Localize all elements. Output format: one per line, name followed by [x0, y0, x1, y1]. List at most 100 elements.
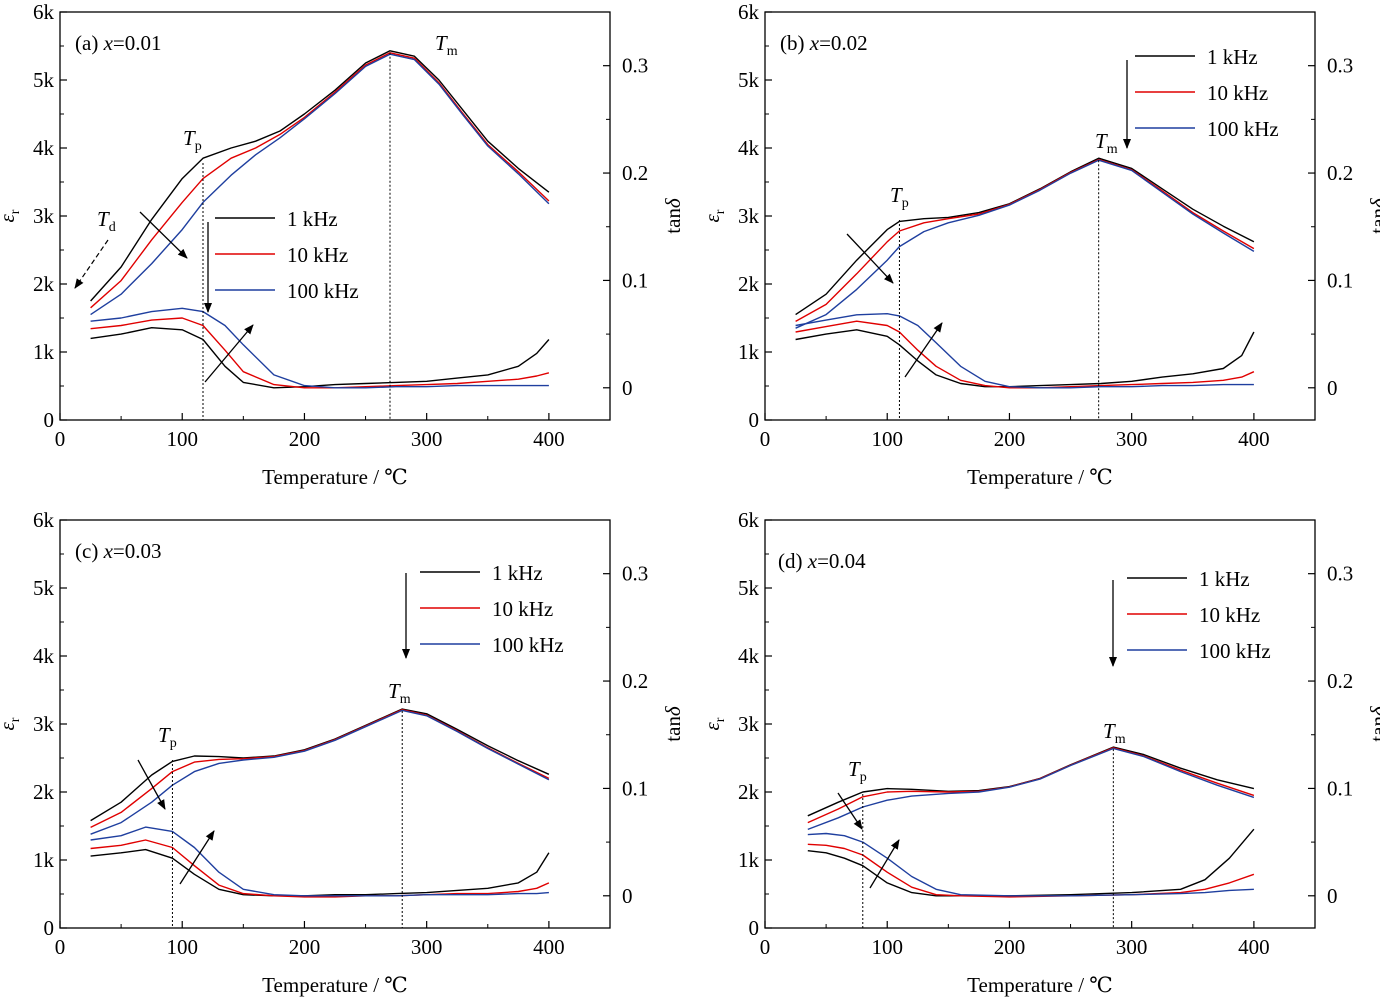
panel-tag-value: =0.04: [817, 549, 866, 573]
permittivity-line-100khz: [807, 747, 1255, 831]
y-axis-title: εr: [700, 209, 728, 222]
legend-label: 1 kHz: [1207, 45, 1258, 69]
y-tick-label: 3k: [738, 712, 760, 736]
tm-label-sub: m: [1107, 142, 1118, 157]
legend-label: 1 kHz: [287, 207, 338, 231]
panel-tag-var: x: [809, 31, 820, 55]
frequency-trend-arrow-down: [139, 211, 188, 259]
frequency-trend-arrow-up: [204, 324, 254, 383]
y-axis-title-main: ε: [0, 721, 19, 730]
y2-axis-title: tanδ: [1366, 197, 1380, 234]
tp-label-sub: p: [902, 196, 909, 211]
panel-tag-letter: (b): [780, 31, 810, 55]
y2-axis-title-delta: δ: [1366, 197, 1380, 208]
y-tick-label: 0: [44, 916, 55, 940]
tp-label-sub: p: [195, 139, 202, 154]
tp-label: Tp: [890, 183, 909, 211]
y2-tick-label: 0.2: [622, 669, 648, 693]
y-tick-label: 4k: [33, 136, 55, 160]
y-axis-title-main: ε: [0, 213, 19, 222]
panel-tag-var: x: [103, 539, 114, 563]
y-axis-title-sub: r: [8, 717, 23, 722]
legend-label: 100 kHz: [287, 279, 359, 303]
y2-tick-label: 0: [1327, 376, 1338, 400]
legend-label: 100 kHz: [1199, 639, 1271, 663]
permittivity-line-100khz: [90, 709, 550, 835]
y-tick-label: 5k: [738, 576, 760, 600]
panel-tag-letter: (d): [778, 549, 808, 573]
frequency-trend-arrow-up: [869, 839, 900, 889]
tm-label: Tm: [435, 31, 458, 59]
panel-d: 0 100 200 300 400 0 1k 2k 3k 4k 5k 6k 0 0.1 0.2 0.3 Temp…: [700, 508, 1380, 997]
y-tick-label: 6k: [33, 0, 55, 24]
x-tick-label: 0: [55, 935, 66, 959]
frequency-trend-arrow-down: [137, 759, 166, 810]
tm-label-main: T: [435, 31, 448, 55]
y-tick-label: 2k: [33, 272, 55, 296]
y-axis-title: εr: [0, 717, 23, 730]
legend-label: 10 kHz: [1207, 81, 1268, 105]
x-tick-label: 100: [871, 935, 903, 959]
x-tick-label: 400: [1238, 427, 1270, 451]
y-tick-label: 4k: [738, 136, 760, 160]
panel-b: 0 100 200 300 400 0 1k 2k 3k 4k 5k 6k 0 0.1 0.2 0.3 Temp…: [700, 0, 1380, 489]
x-tick-label: 300: [411, 427, 443, 451]
y-axis-title-main: ε: [700, 213, 724, 222]
x-tick-label: 400: [533, 935, 565, 959]
x-tick-label: 300: [411, 935, 443, 959]
y2-tick-label: 0: [622, 376, 633, 400]
x-tick-label: 400: [533, 427, 565, 451]
x-tick-label: 400: [1238, 935, 1270, 959]
tm-label: Tm: [1095, 129, 1118, 157]
y-axis-title-sub: r: [713, 717, 728, 722]
y-axis-title: εr: [700, 717, 728, 730]
legend-label: 1 kHz: [492, 561, 543, 585]
y-tick-label: 5k: [33, 576, 55, 600]
x-tick-label: 0: [760, 935, 771, 959]
tan-delta-line-10khz: [795, 320, 1255, 389]
plot-frame: [764, 11, 1316, 421]
y-tick-label: 5k: [738, 68, 760, 92]
permittivity-line-100khz: [795, 159, 1255, 329]
permittivity-line-100khz: [90, 53, 550, 316]
x-tick-label: 100: [166, 427, 198, 451]
y2-tick-label: 0.3: [622, 562, 648, 586]
y-tick-label: 0: [44, 408, 55, 432]
tan-delta-line-100khz: [795, 313, 1254, 389]
panel-tag-value: =0.01: [113, 31, 162, 55]
y-tick-label: 1k: [738, 340, 760, 364]
y-tick-label: 6k: [738, 508, 760, 532]
y-tick-label: 4k: [33, 644, 55, 668]
y2-axis-title-main: tan: [661, 208, 685, 234]
y-axis-title-sub: r: [713, 209, 728, 214]
y-tick-label: 0: [749, 916, 760, 940]
permittivity-line-10khz: [795, 158, 1255, 323]
y2-tick-label: 0.2: [622, 161, 648, 185]
tan-delta-line-10khz: [90, 317, 550, 389]
x-tick-label: 200: [289, 427, 321, 451]
panel-tag: (c) x=0.03: [75, 539, 161, 563]
td-label-main: T: [97, 207, 110, 231]
x-tick-label: 200: [994, 427, 1026, 451]
y2-tick-label: 0.3: [1327, 562, 1353, 586]
panel-tag-value: =0.03: [113, 539, 162, 563]
tan-delta-line-1khz: [90, 327, 550, 389]
tan-delta-line-100khz: [90, 826, 549, 897]
tp-label: Tp: [848, 757, 867, 785]
y2-axis-title-main: tan: [661, 716, 685, 742]
x-tick-label: 100: [166, 935, 198, 959]
tp-label-main: T: [848, 757, 861, 781]
y2-axis-title-delta: δ: [661, 197, 685, 208]
y-axis-title-sub: r: [8, 209, 23, 214]
x-tick-label: 100: [871, 427, 903, 451]
tm-label-main: T: [1095, 129, 1108, 153]
permittivity-line-1khz: [795, 157, 1255, 316]
y2-tick-label: 0.2: [1327, 669, 1353, 693]
y-tick-label: 3k: [33, 204, 55, 228]
tan-delta-line-10khz: [807, 843, 1255, 898]
panel-tag: (a) x=0.01: [75, 31, 161, 55]
x-tick-label: 300: [1116, 935, 1148, 959]
frequency-trend-arrow-up: [179, 830, 215, 885]
panel-tag-letter: (c): [75, 539, 104, 563]
tan-delta-line-1khz: [90, 848, 550, 897]
